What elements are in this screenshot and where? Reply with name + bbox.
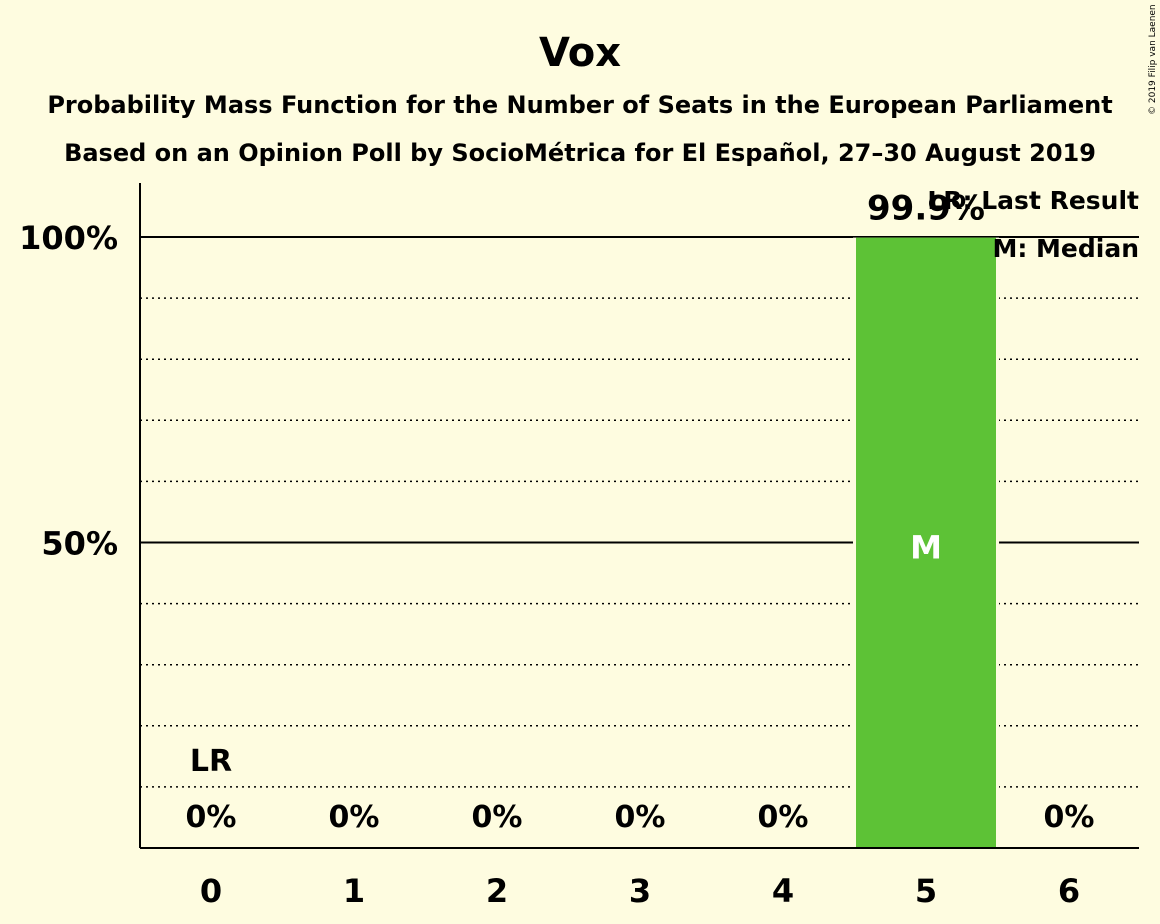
legend-last-result: LR: Last Result bbox=[927, 186, 1139, 215]
data-label: 0% bbox=[472, 800, 523, 835]
x-tick-label: 6 bbox=[1058, 872, 1080, 910]
chart-subtitle-1: Probability Mass Function for the Number… bbox=[47, 91, 1112, 119]
data-label: 99.9% bbox=[867, 189, 985, 229]
y-tick-label: 50% bbox=[41, 525, 118, 563]
chart-subtitle-2: Based on an Opinion Poll by SocioMétrica… bbox=[64, 139, 1096, 167]
data-label: 0% bbox=[186, 800, 237, 835]
chart-title: Vox bbox=[539, 30, 621, 76]
gridlines bbox=[140, 236, 1139, 788]
data-label: 0% bbox=[1044, 800, 1095, 835]
axes bbox=[139, 183, 1139, 849]
bar-5 bbox=[856, 237, 996, 849]
labels: 50% 100% 0 1 2 3 4 5 6 0% 0% 0% 0% 0% 99.9% 0% LR M bbox=[19, 189, 1094, 910]
x-tick-label: 2 bbox=[486, 872, 508, 910]
legend-median: M: Median bbox=[992, 234, 1139, 263]
y-tick-label: 100% bbox=[19, 219, 118, 257]
median-marker: M bbox=[910, 529, 942, 567]
x-tick-label: 3 bbox=[629, 872, 651, 910]
x-tick-label: 1 bbox=[343, 872, 365, 910]
data-label: 0% bbox=[615, 800, 666, 835]
x-tick-label: 4 bbox=[772, 872, 794, 910]
x-tick-label: 5 bbox=[915, 872, 937, 910]
x-tick-label: 0 bbox=[200, 872, 222, 910]
bars bbox=[853, 237, 999, 849]
data-label: 0% bbox=[329, 800, 380, 835]
last-result-marker: LR bbox=[190, 744, 232, 779]
data-label: 0% bbox=[758, 800, 809, 835]
copyright-notice: © 2019 Filip van Laenen bbox=[1148, 4, 1158, 115]
